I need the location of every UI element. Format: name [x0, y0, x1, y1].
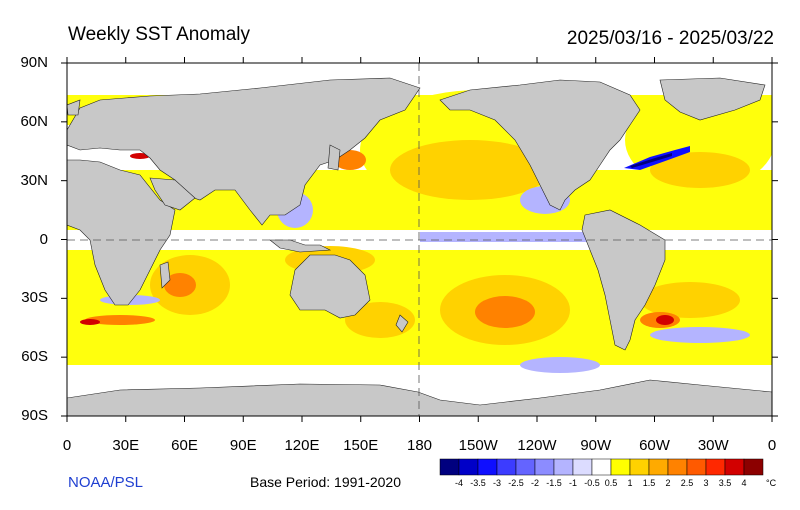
colorbar-label: 2.5: [680, 478, 694, 488]
lon-label: 30W: [697, 437, 729, 454]
lat-label: 0: [39, 230, 48, 248]
strong-warm-fields: [85, 150, 680, 328]
map-body: [67, 63, 772, 416]
colorbar-swatch: [572, 458, 593, 476]
colorbar-swatch: [534, 458, 555, 476]
colorbar-swatch: [553, 458, 574, 476]
colorbar-label: 1: [627, 478, 633, 488]
credit-label: NOAA/PSL: [68, 474, 144, 491]
colorbar-swatch: [629, 458, 650, 476]
colorbar-label: -2: [530, 478, 539, 488]
colorbar-label: 0.5: [604, 478, 618, 488]
colorbar-swatch: [686, 458, 707, 476]
colorbar-label: -2.5: [508, 478, 524, 488]
colorbar-swatch: [610, 458, 631, 476]
lon-label: 120E: [284, 437, 320, 454]
lat-label: 90N: [20, 54, 48, 71]
lon-label: 60W: [639, 437, 670, 454]
land-masses: [67, 77, 772, 416]
lat-label: 60N: [20, 112, 48, 130]
colorbar-label: 3.5: [718, 478, 732, 488]
colorbar-label: -4: [454, 478, 463, 488]
lon-label: 90W: [580, 437, 612, 454]
colorbar-swatch: [667, 458, 688, 476]
colorbar-label: 1.5: [642, 478, 656, 488]
lat-label: 30S: [21, 289, 48, 307]
lat-label: 90S: [21, 407, 48, 424]
colorbar-label: 3: [703, 478, 709, 488]
colorbar-swatch: [477, 458, 498, 476]
lon-label: 150W: [458, 437, 498, 454]
colorbar-swatch: [496, 458, 517, 476]
colorbar-swatch: [705, 458, 726, 476]
lon-label: 60E: [171, 437, 198, 454]
colorbar-label: -1: [568, 478, 577, 488]
colorbar-label: 4: [741, 478, 747, 488]
lon-label: 150E: [343, 437, 379, 454]
colorbar-swatch: [648, 458, 669, 476]
lon-label: 0: [767, 437, 777, 454]
extreme-warm-fields: [80, 153, 674, 325]
lat-label: 30N: [20, 171, 48, 189]
lon-label: 120W: [517, 437, 557, 454]
colorbar-label: -3.5: [470, 478, 486, 488]
colorbar-swatch: [591, 458, 612, 476]
lon-label: 30E: [112, 437, 140, 454]
colorbar-label: -1.5: [546, 478, 562, 488]
lon-label: 180: [406, 437, 433, 454]
lon-label: 0: [62, 437, 72, 454]
colorbar-swatch: [515, 458, 536, 476]
colorbar-label: -0.5: [584, 478, 600, 488]
colorbar-label: -3: [492, 478, 501, 488]
colorbar: [439, 458, 764, 476]
date-range: 2025/03/16 - 2025/03/22: [566, 28, 774, 49]
base-period-label: Base Period: 1991-2020: [250, 474, 401, 490]
axis-ticks: [61, 57, 778, 422]
colorbar-label: 2: [665, 478, 671, 488]
colorbar-swatch: [743, 458, 764, 476]
colorbar-swatch: [439, 458, 460, 476]
colorbar-unit: °C: [766, 478, 777, 488]
map-title: Weekly SST Anomaly: [68, 24, 250, 45]
lat-label: 60S: [21, 348, 48, 366]
colorbar-swatch: [458, 458, 479, 476]
colorbar-swatch: [724, 458, 745, 476]
lon-label: 90E: [229, 437, 257, 454]
